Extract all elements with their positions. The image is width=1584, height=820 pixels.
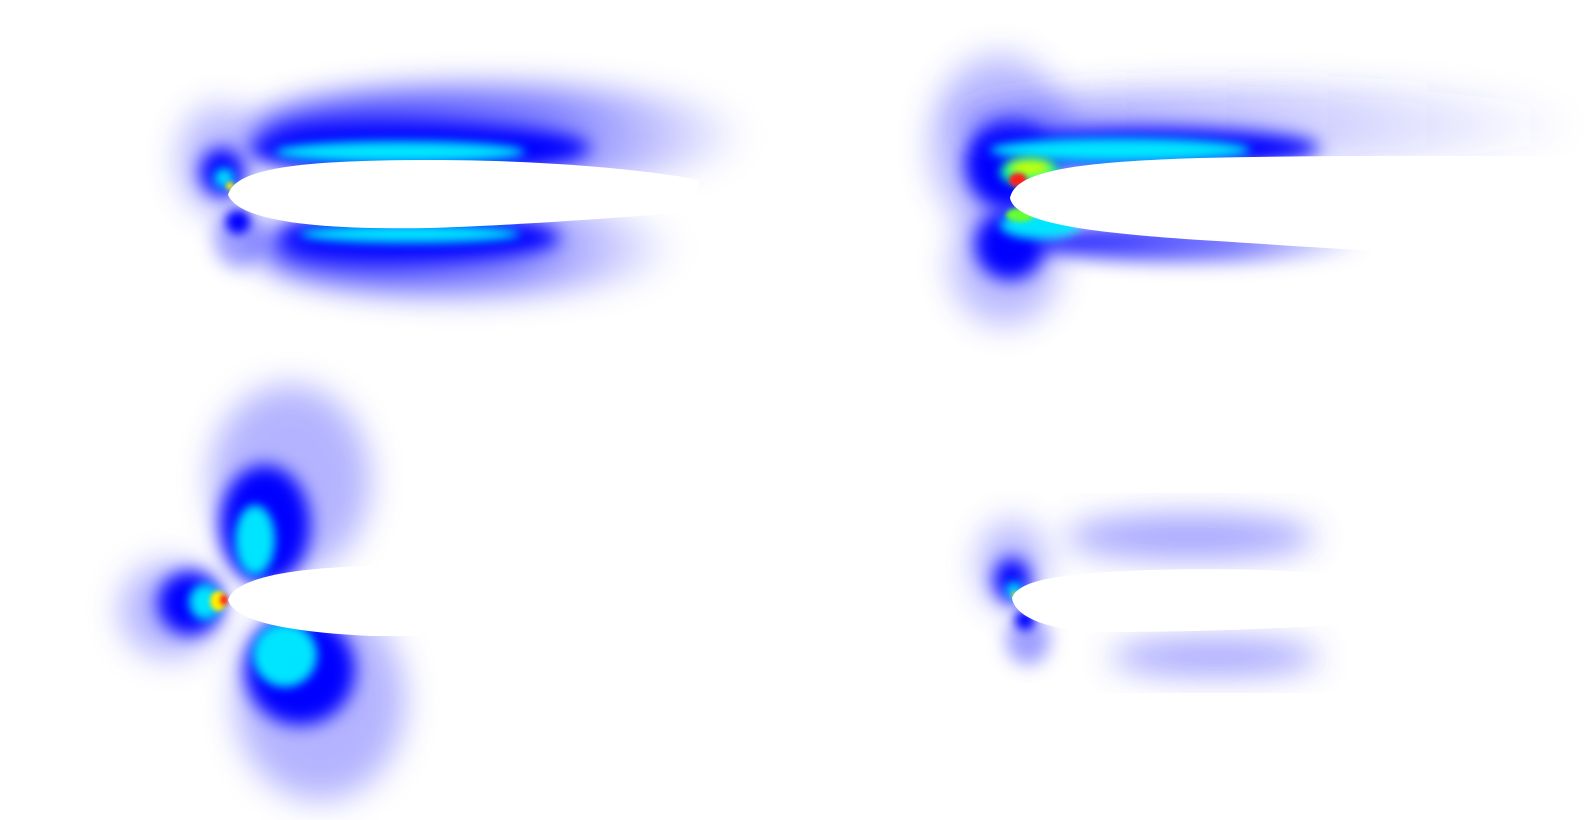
panel-bottom-right xyxy=(977,515,1380,675)
field-contours xyxy=(178,87,750,293)
panel-top-right xyxy=(930,55,1584,325)
airfoil-shape xyxy=(1012,569,1380,632)
panel-top-left xyxy=(178,87,750,293)
panel-bottom-left xyxy=(120,385,420,800)
field-contours xyxy=(120,385,405,800)
airfoil-shape xyxy=(228,566,420,636)
airfoil-shape xyxy=(1010,155,1584,257)
airfoil-shape xyxy=(228,160,700,229)
